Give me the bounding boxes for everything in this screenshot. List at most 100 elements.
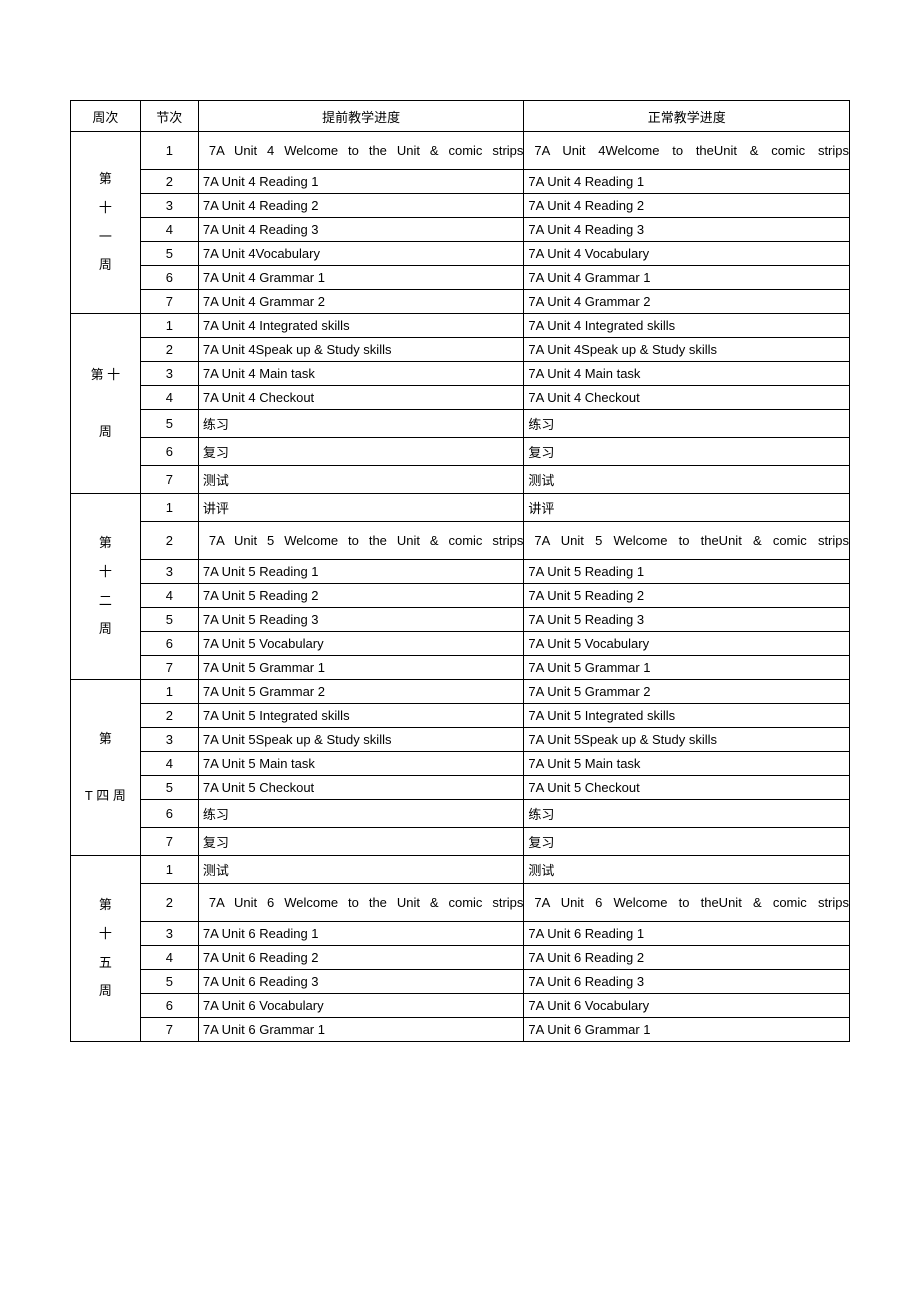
advance-cell: 7A Unit 5 Reading 3 — [198, 608, 524, 632]
table-row: 27A Unit 4 Reading 17A Unit 4 Reading 1 — [71, 170, 850, 194]
normal-cell: 7A Unit 4 Main task — [524, 362, 850, 386]
advance-cell: 7A Unit 5 Vocabulary — [198, 632, 524, 656]
session-cell: 5 — [140, 242, 198, 266]
normal-cell: 练习 — [524, 800, 850, 828]
normal-cell: 7A Unit 4 Reading 1 — [524, 170, 850, 194]
advance-cell: 练习 — [198, 410, 524, 438]
normal-cell: 7A Unit 5 Main task — [524, 752, 850, 776]
normal-cell: 7A Unit 4 Integrated skills — [524, 314, 850, 338]
advance-cell: 7A Unit 6 Reading 2 — [198, 946, 524, 970]
advance-cell: 7A Unit 5 Integrated skills — [198, 704, 524, 728]
normal-cell: 复习 — [524, 438, 850, 466]
table-row: 67A Unit 5 Vocabulary7A Unit 5 Vocabular… — [71, 632, 850, 656]
advance-cell: 复习 — [198, 828, 524, 856]
advance-cell: 7A Unit 5 Grammar 2 — [198, 680, 524, 704]
week-cell: 第十五周 — [71, 856, 141, 1042]
advance-cell: 7A Unit 4 Grammar 1 — [198, 266, 524, 290]
table-row: 6复习复习 — [71, 438, 850, 466]
session-cell: 6 — [140, 632, 198, 656]
advance-cell: 7A Unit 6 Welcome to the Unit & comic st… — [198, 884, 524, 922]
session-cell: 5 — [140, 970, 198, 994]
session-cell: 4 — [140, 752, 198, 776]
table-row: 第 T 四 周17A Unit 5 Grammar 27A Unit 5 Gra… — [71, 680, 850, 704]
session-cell: 2 — [140, 704, 198, 728]
schedule-page: 周次 节次 提前教学进度 正常教学进度 第十一周17A Unit 4 Welco… — [70, 100, 850, 1042]
session-cell: 3 — [140, 362, 198, 386]
normal-cell: 7A Unit 5 Reading 1 — [524, 560, 850, 584]
session-cell: 6 — [140, 266, 198, 290]
table-row: 第十一周17A Unit 4 Welcome to the Unit & com… — [71, 132, 850, 170]
header-normal: 正常教学进度 — [524, 101, 850, 132]
normal-cell: 7A Unit 6 Welcome to theUnit & comic str… — [524, 884, 850, 922]
normal-cell: 7A Unit 4Welcome to theUnit & comic stri… — [524, 132, 850, 170]
session-cell: 1 — [140, 680, 198, 704]
table-row: 77A Unit 4 Grammar 27A Unit 4 Grammar 2 — [71, 290, 850, 314]
advance-cell: 7A Unit 6 Vocabulary — [198, 994, 524, 1018]
session-cell: 6 — [140, 438, 198, 466]
session-cell: 2 — [140, 884, 198, 922]
header-session: 节次 — [140, 101, 198, 132]
advance-cell: 7A Unit 5 Grammar 1 — [198, 656, 524, 680]
normal-cell: 复习 — [524, 828, 850, 856]
advance-cell: 7A Unit 4 Grammar 2 — [198, 290, 524, 314]
advance-cell: 7A Unit 6 Reading 3 — [198, 970, 524, 994]
normal-cell: 练习 — [524, 410, 850, 438]
schedule-body: 第十一周17A Unit 4 Welcome to the Unit & com… — [71, 132, 850, 1042]
session-cell: 4 — [140, 386, 198, 410]
table-row: 57A Unit 5 Reading 37A Unit 5 Reading 3 — [71, 608, 850, 632]
table-row: 47A Unit 5 Main task7A Unit 5 Main task — [71, 752, 850, 776]
session-cell: 1 — [140, 856, 198, 884]
table-row: 47A Unit 5 Reading 27A Unit 5 Reading 2 — [71, 584, 850, 608]
advance-cell: 测试 — [198, 466, 524, 494]
normal-cell: 7A Unit 5 Welcome to theUnit & comic str… — [524, 522, 850, 560]
table-row: 37A Unit 5Speak up & Study skills7A Unit… — [71, 728, 850, 752]
schedule-table: 周次 节次 提前教学进度 正常教学进度 第十一周17A Unit 4 Welco… — [70, 100, 850, 1042]
normal-cell: 7A Unit 4Speak up & Study skills — [524, 338, 850, 362]
advance-cell: 7A Unit 4 Main task — [198, 362, 524, 386]
table-row: 7测试测试 — [71, 466, 850, 494]
session-cell: 7 — [140, 828, 198, 856]
session-cell: 7 — [140, 1018, 198, 1042]
advance-cell: 7A Unit 4 Reading 2 — [198, 194, 524, 218]
advance-cell: 7A Unit 4 Reading 1 — [198, 170, 524, 194]
normal-cell: 7A Unit 5Speak up & Study skills — [524, 728, 850, 752]
normal-cell: 7A Unit 6 Reading 1 — [524, 922, 850, 946]
table-row: 37A Unit 6 Reading 17A Unit 6 Reading 1 — [71, 922, 850, 946]
table-row: 67A Unit 6 Vocabulary7A Unit 6 Vocabular… — [71, 994, 850, 1018]
advance-cell: 7A Unit 5 Welcome to the Unit & comic st… — [198, 522, 524, 560]
table-row: 第十二周1讲评讲评 — [71, 494, 850, 522]
normal-cell: 7A Unit 6 Reading 2 — [524, 946, 850, 970]
table-row: 77A Unit 6 Grammar 17A Unit 6 Grammar 1 — [71, 1018, 850, 1042]
week-cell: 第 十 周 — [71, 314, 141, 494]
normal-cell: 7A Unit 6 Grammar 1 — [524, 1018, 850, 1042]
session-cell: 6 — [140, 800, 198, 828]
normal-cell: 7A Unit 5 Grammar 1 — [524, 656, 850, 680]
normal-cell: 7A Unit 4 Grammar 2 — [524, 290, 850, 314]
table-row: 57A Unit 4Vocabulary7A Unit 4 Vocabulary — [71, 242, 850, 266]
advance-cell: 7A Unit 5 Main task — [198, 752, 524, 776]
advance-cell: 7A Unit 5 Reading 1 — [198, 560, 524, 584]
table-row: 27A Unit 5 Welcome to the Unit & comic s… — [71, 522, 850, 560]
advance-cell: 7A Unit 4Vocabulary — [198, 242, 524, 266]
normal-cell: 7A Unit 5 Reading 2 — [524, 584, 850, 608]
session-cell: 1 — [140, 314, 198, 338]
table-row: 47A Unit 4 Checkout7A Unit 4 Checkout — [71, 386, 850, 410]
table-row: 37A Unit 5 Reading 17A Unit 5 Reading 1 — [71, 560, 850, 584]
session-cell: 3 — [140, 728, 198, 752]
normal-cell: 讲评 — [524, 494, 850, 522]
advance-cell: 7A Unit 5Speak up & Study skills — [198, 728, 524, 752]
table-row: 77A Unit 5 Grammar 17A Unit 5 Grammar 1 — [71, 656, 850, 680]
session-cell: 4 — [140, 218, 198, 242]
normal-cell: 7A Unit 4 Vocabulary — [524, 242, 850, 266]
header-advance: 提前教学进度 — [198, 101, 524, 132]
advance-cell: 讲评 — [198, 494, 524, 522]
advance-cell: 7A Unit 4 Welcome to the Unit & comic st… — [198, 132, 524, 170]
session-cell: 1 — [140, 494, 198, 522]
table-row: 7复习复习 — [71, 828, 850, 856]
table-row: 第 十 周17A Unit 4 Integrated skills7A Unit… — [71, 314, 850, 338]
advance-cell: 练习 — [198, 800, 524, 828]
table-row: 5练习练习 — [71, 410, 850, 438]
session-cell: 4 — [140, 584, 198, 608]
normal-cell: 7A Unit 5 Grammar 2 — [524, 680, 850, 704]
advance-cell: 7A Unit 4Speak up & Study skills — [198, 338, 524, 362]
